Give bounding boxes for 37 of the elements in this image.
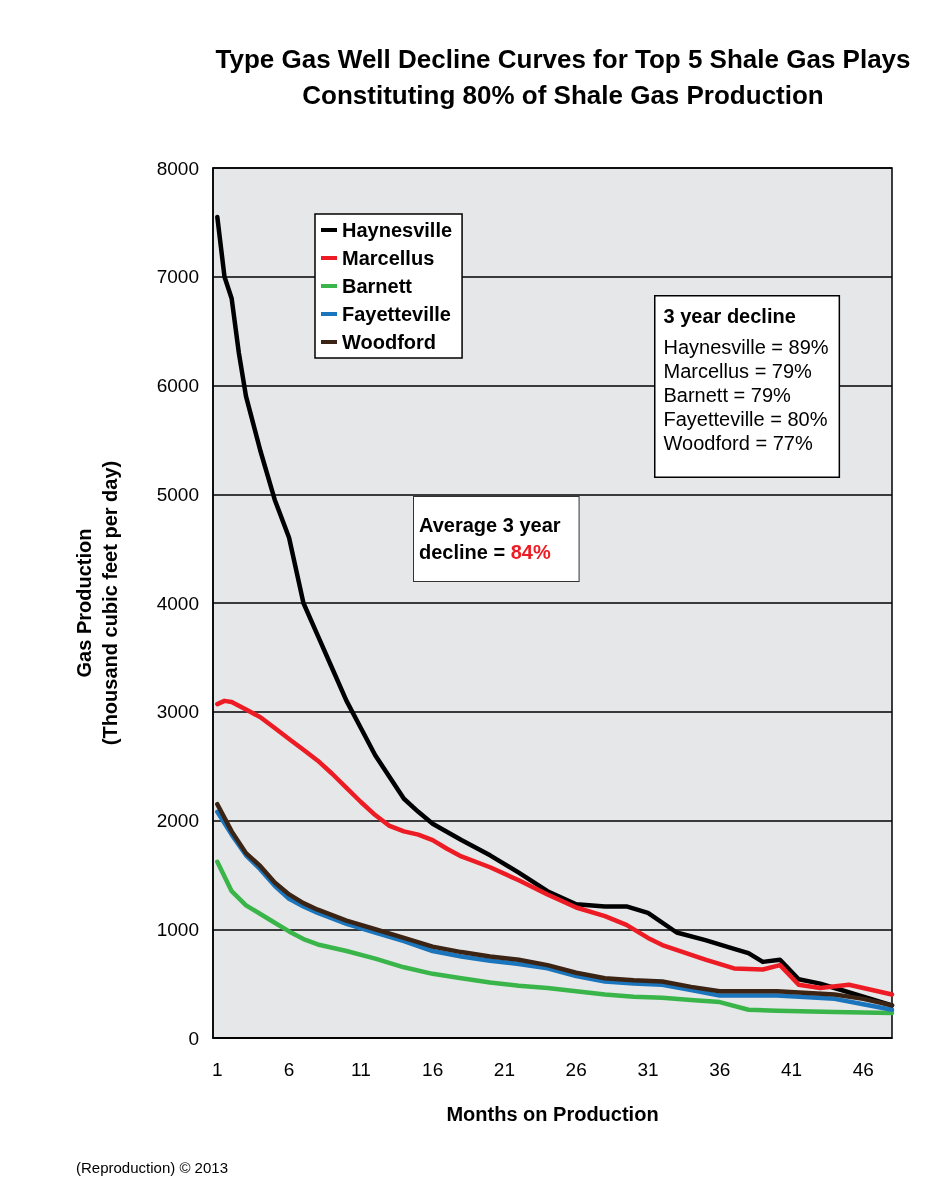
text: (Reproduction) © 2013 [76,1159,228,1176]
legend-label: Fayetteville [342,303,451,325]
annotation: Woodford = 77% [663,431,813,454]
line-series [215,698,895,997]
y-tick-label: 0 [188,1027,199,1049]
chart-title: Type Gas Well Decline Curves for Top 5 Shale Gas Plays Constituting 80% of Shale Gas Production [215,44,911,110]
x-tick-label: 41 [780,1059,803,1080]
x-tick-label: 6 [283,1059,295,1080]
x-tick-label: 26 [565,1059,587,1080]
x-tick-label: 36 [709,1059,731,1080]
x-tick-label: 21 [493,1059,515,1080]
x-tick-label: 31 [637,1059,659,1080]
y-tick-label: 2000 [156,810,199,831]
y-tick-label: 4000 [156,592,199,614]
line-series [215,859,895,1016]
y-axis-title: Gas Production (Thousand cubic feet per day) [73,460,121,746]
y-tick-label: 3000 [156,701,199,723]
y-tick-label: 6000 [156,375,199,396]
x-tick-label: 16 [422,1059,444,1080]
y-tick-label: 7000 [156,266,199,288]
y-tick-label: 8000 [156,157,199,179]
y-tick-label: 1000 [156,918,199,940]
x-axis-title: Months on Production [446,1103,659,1125]
annotation: Average 3 year decline = 84% [419,513,561,563]
annotation: Fayetteville = 80% [663,407,828,430]
x-tick-label: 11 [350,1059,371,1080]
x-tick-label: 1 [212,1059,223,1080]
annotation: 3 year decline [663,304,796,327]
y-tick-label: 5000 [156,483,199,505]
legend-label: Haynesville [342,219,453,241]
annotation: Haynesville = 89% [663,335,829,358]
legend-label: Barnett [342,275,413,297]
legend-label: Woodford [342,331,437,353]
annotation: Barnett = 79% [663,383,792,406]
legend-label: Marcellus [342,247,435,269]
annotation: Marcellus = 79% [663,359,813,382]
x-tick-label: 46 [852,1059,874,1080]
